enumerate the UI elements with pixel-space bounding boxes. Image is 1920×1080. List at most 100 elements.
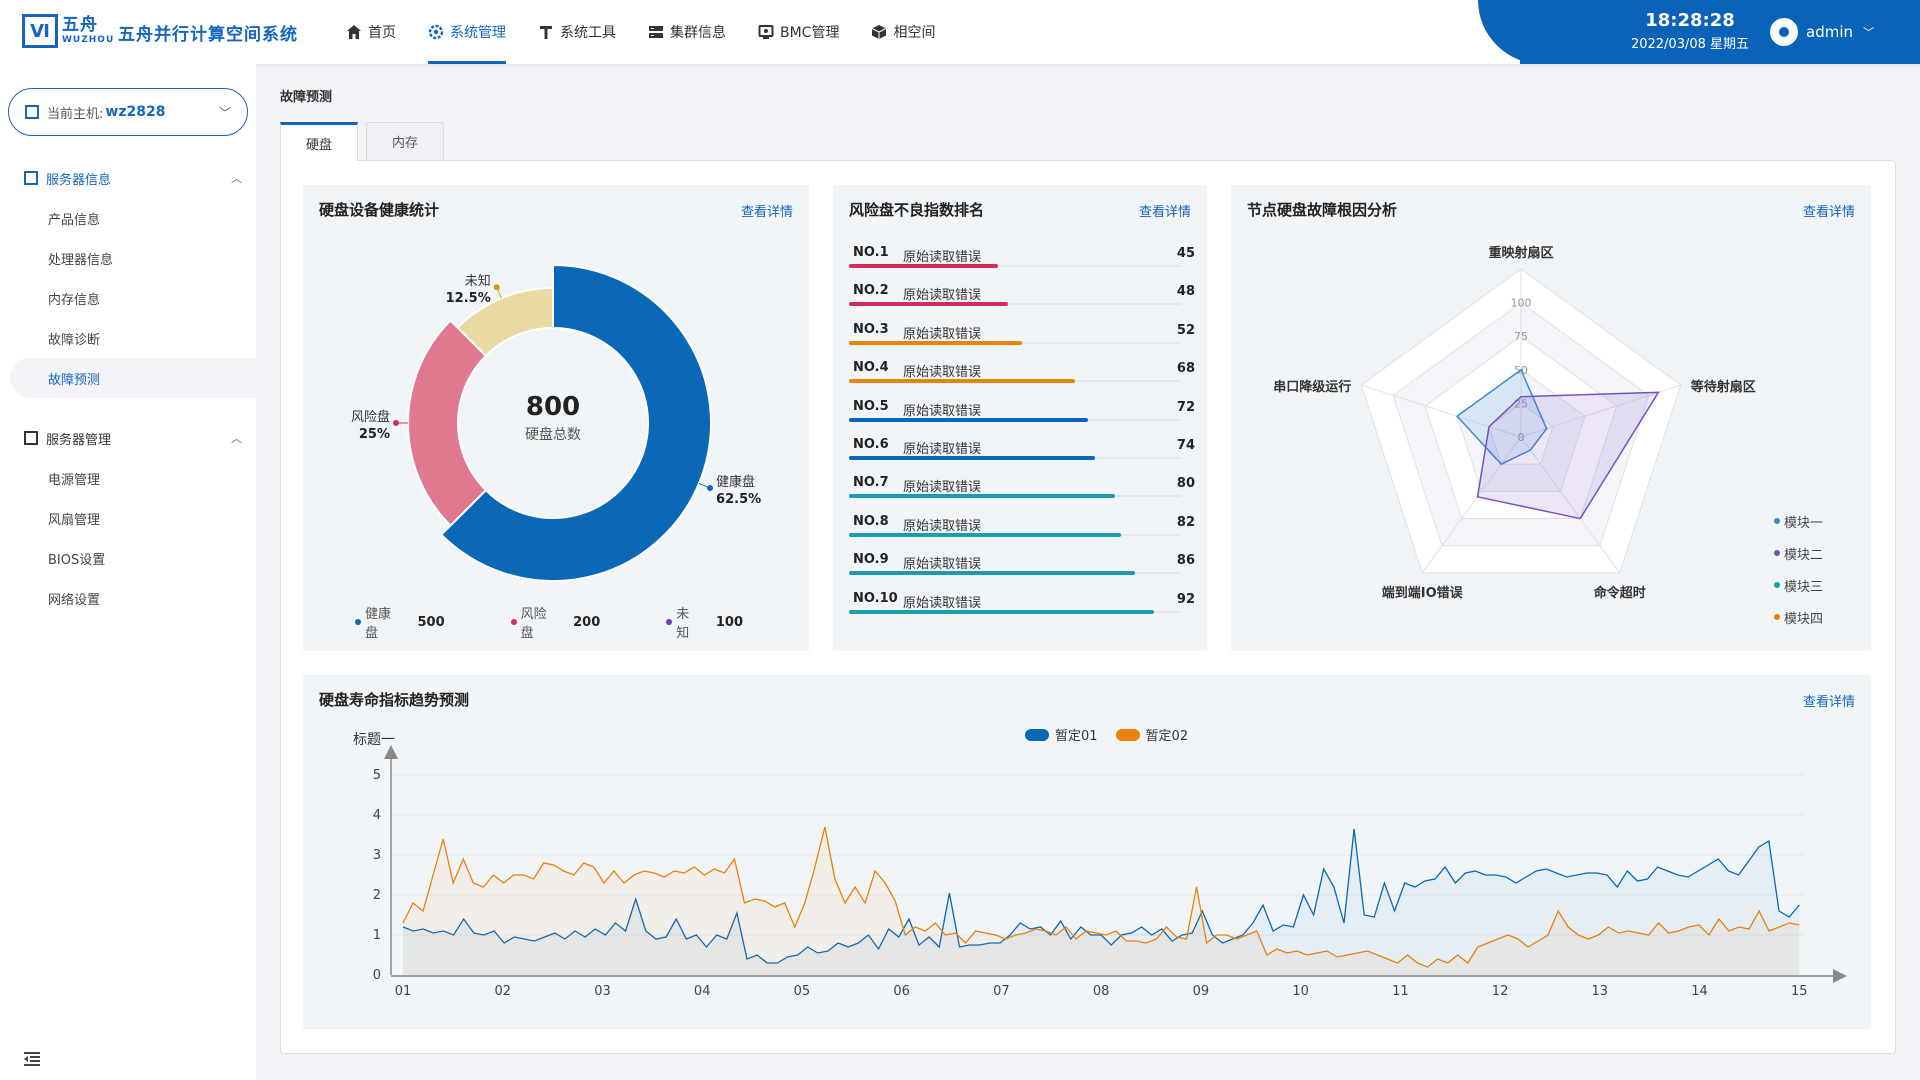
top-bar: Ⅵ 五舟 WUZHOU 五舟并行计算空间系统 首页 系统管理 系统工具 集群信息… bbox=[0, 0, 1920, 64]
legend-swatch bbox=[1115, 728, 1140, 741]
sidebar-item-memory-info[interactable]: 内存信息 bbox=[48, 292, 101, 308]
app-title: 五舟并行计算空间系统 bbox=[118, 25, 298, 45]
ranking-row[interactable]: NO.7 原始读取错误 80 bbox=[849, 475, 1195, 513]
rank-bar-track bbox=[849, 456, 1181, 460]
sidebar-item-network[interactable]: 网络设置 bbox=[48, 592, 101, 608]
rank-bar-track bbox=[849, 571, 1181, 576]
radar-axis-line bbox=[1520, 384, 1681, 438]
x-tick-label: 05 bbox=[794, 984, 811, 999]
tab-memory[interactable]: 内存 bbox=[366, 122, 444, 160]
radar-legend-item[interactable]: 模块三 bbox=[1773, 569, 1823, 601]
donut-leader-dot bbox=[393, 420, 399, 426]
ranking-row[interactable]: NO.8 原始读取错误 82 bbox=[849, 514, 1195, 552]
ranking-row[interactable]: NO.2 原始读取错误 48 bbox=[849, 283, 1195, 321]
ranking-row[interactable]: NO.5 原始读取错误 72 bbox=[849, 399, 1195, 437]
series-line[interactable] bbox=[402, 828, 1800, 964]
x-tick-label: 04 bbox=[694, 984, 711, 999]
x-tick-label: 02 bbox=[494, 984, 511, 999]
radar-tick-label: 0 bbox=[1518, 431, 1525, 444]
sidebar-item-cpu-info[interactable]: 处理器信息 bbox=[48, 252, 114, 268]
donut-slice[interactable] bbox=[407, 319, 488, 527]
sidebar-group-head-server-info[interactable]: 服务器信息 ︿ bbox=[0, 158, 256, 198]
nav-system-management[interactable]: 系统管理 bbox=[428, 0, 506, 64]
radar-series-area[interactable] bbox=[1455, 368, 1548, 466]
sidebar-item-fault-diagnosis[interactable]: 故障诊断 bbox=[48, 332, 101, 348]
user-menu[interactable]: admin ﹀ bbox=[1770, 18, 1874, 46]
donut-label-pct: 25% bbox=[359, 427, 390, 442]
legend-dot bbox=[1773, 518, 1780, 524]
nav-bmc[interactable]: BMC管理 bbox=[758, 0, 839, 64]
sidebar-item-fault-prediction[interactable]: 故障预测 bbox=[10, 358, 256, 398]
host-select[interactable]: 当前主机: wz2828 ﹀ bbox=[8, 88, 248, 136]
radar-legend-item[interactable]: 模块一 bbox=[1773, 505, 1823, 537]
radar-axis-line bbox=[1421, 436, 1522, 574]
ranking-row[interactable]: NO.6 原始读取错误 74 bbox=[849, 437, 1195, 475]
rank-text: 原始读取错误 bbox=[903, 288, 982, 304]
cube-icon bbox=[872, 25, 887, 39]
ranking-row[interactable]: NO.3 原始读取错误 52 bbox=[849, 322, 1195, 360]
logo[interactable]: Ⅵ 五舟 WUZHOU bbox=[22, 14, 114, 48]
radar-tick-label: 100 bbox=[1511, 297, 1532, 310]
series-line[interactable] bbox=[402, 826, 1800, 968]
collapse-menu-icon[interactable] bbox=[24, 1052, 40, 1066]
rank-bar-track bbox=[849, 379, 1181, 384]
radar-indicator-label: 等待射扇区 bbox=[1690, 379, 1756, 395]
ranking-row[interactable]: NO.10 原始读取错误 92 bbox=[849, 591, 1195, 629]
donut-slice[interactable] bbox=[439, 263, 712, 582]
rank-bar-fill bbox=[849, 571, 1135, 576]
radar-legend-item[interactable]: 模块二 bbox=[1773, 537, 1823, 569]
sidebar-item-power[interactable]: 电源管理 bbox=[48, 472, 101, 488]
legend-item-healthy[interactable]: 健康盘 500 bbox=[355, 603, 445, 641]
card-title: 节点硬盘故障根因分析 bbox=[1247, 201, 1398, 219]
line-legend-item[interactable]: 暂定01 bbox=[1025, 725, 1098, 744]
logo-cn: 五舟 bbox=[62, 15, 98, 35]
risk-ranking-card: 风险盘不良指数排名 查看详情 NO.1 原始读取错误 45 NO.2 原始读取错误 48 N… bbox=[833, 185, 1207, 651]
nav-home[interactable]: 首页 bbox=[346, 0, 396, 64]
sidebar-item-fan[interactable]: 风扇管理 bbox=[48, 512, 101, 528]
legend-swatch bbox=[1025, 728, 1049, 741]
view-details-link[interactable]: 查看详情 bbox=[1802, 695, 1855, 710]
card-title: 风险盘不良指数排名 bbox=[849, 201, 985, 219]
rank-text: 原始读取错误 bbox=[903, 557, 982, 573]
legend-item-unknown[interactable]: 未知 100 bbox=[666, 603, 743, 641]
donut-slice[interactable] bbox=[456, 286, 554, 358]
view-details-link[interactable]: 查看详情 bbox=[1138, 205, 1191, 220]
line-legend-item[interactable]: 暂定02 bbox=[1115, 725, 1188, 744]
radar-legend-item[interactable]: 模块四 bbox=[1773, 601, 1823, 633]
view-details-link[interactable]: 查看详情 bbox=[1802, 205, 1855, 220]
x-tick-label: 11 bbox=[1392, 984, 1409, 999]
radar-series-area[interactable] bbox=[1476, 391, 1660, 520]
rank-bar-track bbox=[849, 609, 1181, 614]
chevron-down-icon: ﹀ bbox=[218, 105, 231, 120]
ranking-row[interactable]: NO.4 原始读取错误 68 bbox=[849, 360, 1195, 398]
tab-disk[interactable]: 硬盘 bbox=[280, 122, 358, 161]
disk-health-card: 硬盘设备健康统计 查看详情 800 硬盘总数 健康盘 62.5% 风险盘 25% 未知 1… bbox=[303, 185, 809, 651]
logo-icon: Ⅵ bbox=[22, 14, 58, 48]
sidebar-group-head-server-management[interactable]: 服务器管理 ︿ bbox=[0, 418, 256, 458]
rank-value: 74 bbox=[1176, 438, 1195, 453]
rank-bar-fill bbox=[849, 340, 1022, 345]
rank-number: NO.5 bbox=[853, 398, 889, 414]
server-grid-icon bbox=[25, 105, 39, 119]
ranking-row[interactable]: NO.1 原始读取错误 45 bbox=[849, 245, 1195, 283]
rank-bar-fill bbox=[849, 456, 1095, 460]
view-details-link[interactable]: 查看详情 bbox=[740, 205, 793, 220]
donut-label-name: 风险盘 bbox=[351, 409, 390, 425]
x-axis-arrow-icon bbox=[1833, 969, 1847, 983]
y-tick-label: 5 bbox=[373, 768, 381, 783]
ranking-row[interactable]: NO.9 原始读取错误 86 bbox=[849, 552, 1195, 590]
rank-value: 72 bbox=[1176, 399, 1195, 415]
nav-system-tools[interactable]: 系统工具 bbox=[538, 0, 616, 64]
donut-label-pct: 12.5% bbox=[446, 291, 491, 306]
rank-bar-track bbox=[849, 340, 1181, 345]
x-tick-label: 08 bbox=[1093, 984, 1110, 999]
gear-icon bbox=[428, 24, 444, 40]
nav-cluster-info[interactable]: 集群信息 bbox=[648, 0, 726, 64]
rank-number: NO.6 bbox=[853, 437, 889, 452]
rank-number: NO.1 bbox=[853, 245, 889, 260]
legend-item-risk[interactable]: 风险盘 200 bbox=[510, 603, 600, 641]
sidebar-item-bios[interactable]: BIOS设置 bbox=[48, 552, 106, 568]
sidebar-item-product-info[interactable]: 产品信息 bbox=[48, 212, 101, 228]
nav-phase-space[interactable]: 相空间 bbox=[871, 0, 935, 64]
rank-bar-fill bbox=[849, 494, 1115, 499]
